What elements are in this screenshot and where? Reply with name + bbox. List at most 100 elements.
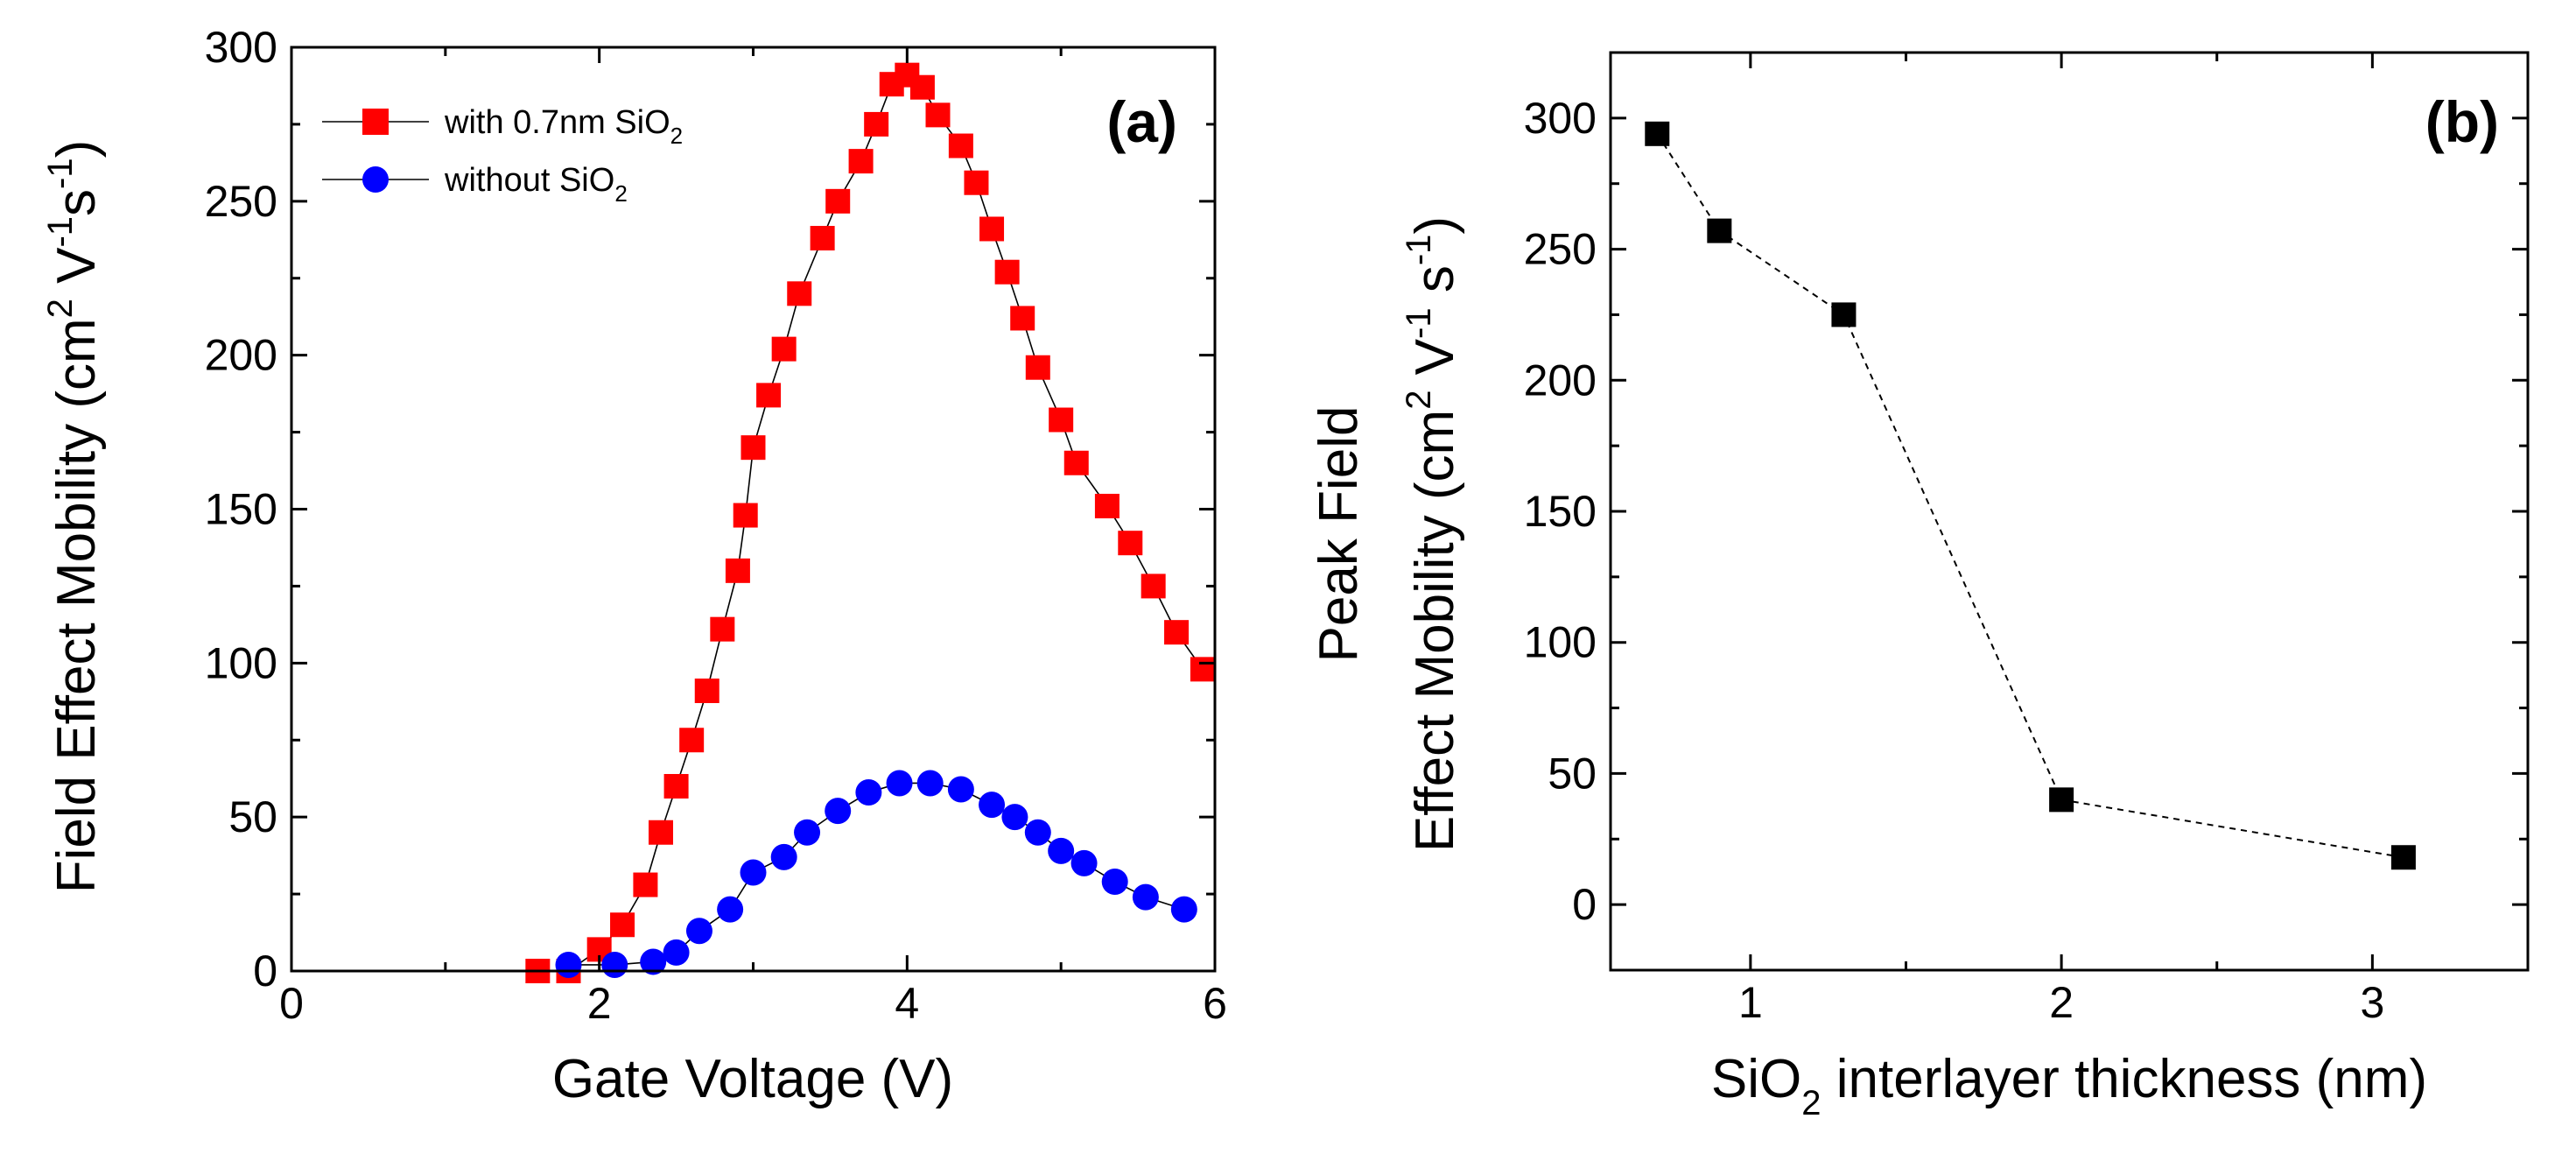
panel-a-series-0-point bbox=[741, 435, 766, 461]
panel-b-x-title-part2: interlayer thickness (nm) bbox=[1821, 1049, 2428, 1109]
panel-a-y-tick-label: 300 bbox=[205, 23, 277, 72]
panel-a-series-1-point bbox=[794, 819, 821, 846]
panel-b-y-tick-label: 0 bbox=[1572, 880, 1597, 929]
panel-b-x-title-sub: 2 bbox=[1801, 1084, 1821, 1122]
panel-a-series-0-point bbox=[633, 872, 658, 897]
legend-label-with-sio2-sub: 2 bbox=[670, 123, 683, 149]
panel-a-series-0-point bbox=[725, 558, 750, 583]
panel-a-y-title-sup1: 2 bbox=[41, 299, 80, 318]
legend-label-with-sio2: with 0.7nm SiO2 bbox=[444, 104, 683, 149]
panel-a-series-1-point bbox=[685, 918, 712, 945]
panel-b-x-axis-title: SiO2 interlayer thickness (nm) bbox=[1711, 1049, 2427, 1122]
panel-a-series-1-point bbox=[1170, 896, 1197, 923]
panel-a-series-1-point bbox=[555, 951, 582, 978]
panel-b-x-tick-label: 3 bbox=[2360, 978, 2384, 1027]
panel-b-y-title-sup1: 2 bbox=[1400, 391, 1438, 410]
panel-b-y-tick-label: 250 bbox=[1524, 225, 1597, 274]
panel-a-series-1-point bbox=[1101, 869, 1128, 896]
panel-a-series-0-point bbox=[610, 912, 635, 938]
panel-a-series-0-point bbox=[710, 616, 735, 642]
panel-b-x-tick-label: 2 bbox=[2049, 978, 2074, 1027]
panel-a-series-0-line bbox=[537, 74, 1204, 972]
panel-a-y-tick-label: 150 bbox=[205, 485, 277, 534]
panel-b-series-0-point bbox=[1707, 218, 1732, 243]
panel-a-y-title-mid1: V bbox=[46, 247, 107, 299]
panel-a-y-title-mid2: s bbox=[46, 189, 107, 216]
panel-a-series-0-point bbox=[1010, 306, 1035, 331]
panel-a-series-0-point bbox=[1049, 407, 1074, 433]
panel-b-y-tick-label: 100 bbox=[1524, 618, 1597, 667]
panel-a-series-1-point bbox=[1070, 849, 1098, 876]
panel-a-series-0-point bbox=[864, 111, 889, 137]
panel-b-x-title-part1: SiO bbox=[1711, 1049, 1801, 1109]
legend-marker-without-sio2 bbox=[362, 166, 389, 193]
panel-a-series-0-point bbox=[1141, 573, 1166, 599]
panel-a-series-0-point bbox=[810, 226, 835, 251]
panel-b-x-tick-label: 1 bbox=[1738, 978, 1763, 1027]
legend-label-without-sio2-sub: 2 bbox=[614, 180, 627, 207]
panel-a-series-0-point bbox=[948, 133, 973, 158]
panel-a-series-1-point bbox=[601, 951, 628, 978]
panel-b-series-0-point bbox=[2049, 787, 2074, 813]
panel-a: 0 2 4 6 0 50 100 150 200 250 300 (a) with 0.7nm Si… bbox=[41, 23, 1227, 1109]
panel-a-series-0-point bbox=[694, 678, 719, 703]
panel-a-series-1-point bbox=[1048, 837, 1075, 864]
panel-a-x-tick-label: 2 bbox=[587, 979, 612, 1028]
panel-a-ticks: 0 2 4 6 0 50 100 150 200 250 300 bbox=[205, 23, 1227, 1028]
panel-a-y-tick-label: 200 bbox=[205, 331, 277, 380]
legend-marker-with-sio2 bbox=[362, 109, 389, 135]
panel-a-series-0-point bbox=[994, 259, 1020, 285]
panel-a-series-1-point bbox=[979, 792, 1006, 819]
panel-a-series-1-point bbox=[1024, 819, 1051, 846]
panel-b-y-tick-label: 150 bbox=[1524, 487, 1597, 536]
panel-b-series-0-line bbox=[1656, 133, 2404, 859]
panel-b-y-title-mid2: s bbox=[1405, 265, 1465, 307]
panel-a-series-1-point bbox=[640, 948, 667, 975]
panel-b-frame bbox=[1609, 51, 2530, 972]
panel-a-series-1-point bbox=[947, 776, 974, 803]
panel-a-series-0-point bbox=[663, 774, 689, 799]
panel-a-x-axis-title: Gate Voltage (V) bbox=[552, 1049, 953, 1109]
panel-a-series-0-point bbox=[1164, 620, 1190, 645]
panel-a-y-tick-label: 100 bbox=[205, 638, 277, 687]
panel-a-series-0-point bbox=[848, 149, 874, 174]
legend-label-with-sio2-main: with 0.7nm SiO bbox=[444, 104, 670, 141]
panel-a-series-0-point bbox=[1094, 493, 1120, 518]
panel-a-series-1-point bbox=[916, 770, 944, 797]
panel-a-series-1-point bbox=[825, 798, 852, 825]
panel-a-series-0-point bbox=[1190, 657, 1215, 682]
panel-a-series-1-point bbox=[717, 896, 744, 923]
panel-b-y-title-base: Effect Mobility (cm bbox=[1405, 410, 1465, 852]
panel-a-series-1-point bbox=[740, 859, 767, 886]
panel-a-series-0-point bbox=[925, 102, 951, 128]
panel-a-y-tick-label: 250 bbox=[205, 177, 277, 226]
panel-a-series-1-line bbox=[568, 782, 1185, 966]
panel-b-y-title-end: ) bbox=[1405, 216, 1465, 235]
panel-a-series-0-point bbox=[733, 503, 758, 528]
panel-b-y-tick-label: 300 bbox=[1524, 94, 1597, 143]
panel-a-series-0-point bbox=[756, 383, 782, 408]
panel-a-y-title-end: ) bbox=[46, 140, 107, 158]
panel-a-legend: with 0.7nm SiO2 without SiO2 bbox=[322, 104, 683, 207]
panel-b-y-axis-title-line1: Peak Field bbox=[1309, 406, 1369, 663]
panel-a-series-0-point bbox=[909, 74, 935, 100]
panel-a-y-title-sup2: -1 bbox=[41, 216, 80, 248]
panel-b-series-0-point bbox=[1831, 302, 1857, 327]
panel-a-series-0-point bbox=[649, 820, 673, 845]
panel-a-series-1-point bbox=[855, 779, 882, 806]
panel-b-y-title-sup3: -1 bbox=[1400, 235, 1438, 266]
panel-b-label: (b) bbox=[2425, 89, 2499, 154]
panel-a-y-axis-title: Field Effect Mobility (cm2 V-1s-1) bbox=[41, 140, 107, 894]
panel-a-series-0-point bbox=[1063, 450, 1089, 475]
panel-b-y-tick-label: 50 bbox=[1548, 749, 1597, 798]
panel-a-series-1-point bbox=[1132, 883, 1159, 911]
legend-label-without-sio2: without SiO2 bbox=[444, 162, 628, 207]
panel-a-y-tick-label: 50 bbox=[228, 792, 277, 841]
panel-a-series-0-point bbox=[825, 188, 851, 214]
panel-b-series-0-point bbox=[1645, 121, 1670, 146]
panel-a-series-0-point bbox=[787, 281, 812, 306]
panel-b-series-0-point bbox=[2390, 845, 2416, 870]
legend-label-without-sio2-main: without SiO bbox=[444, 162, 614, 199]
panel-a-series-1-point bbox=[1001, 804, 1028, 831]
panel-a-y-title-base: Field Effect Mobility (cm bbox=[46, 318, 107, 893]
